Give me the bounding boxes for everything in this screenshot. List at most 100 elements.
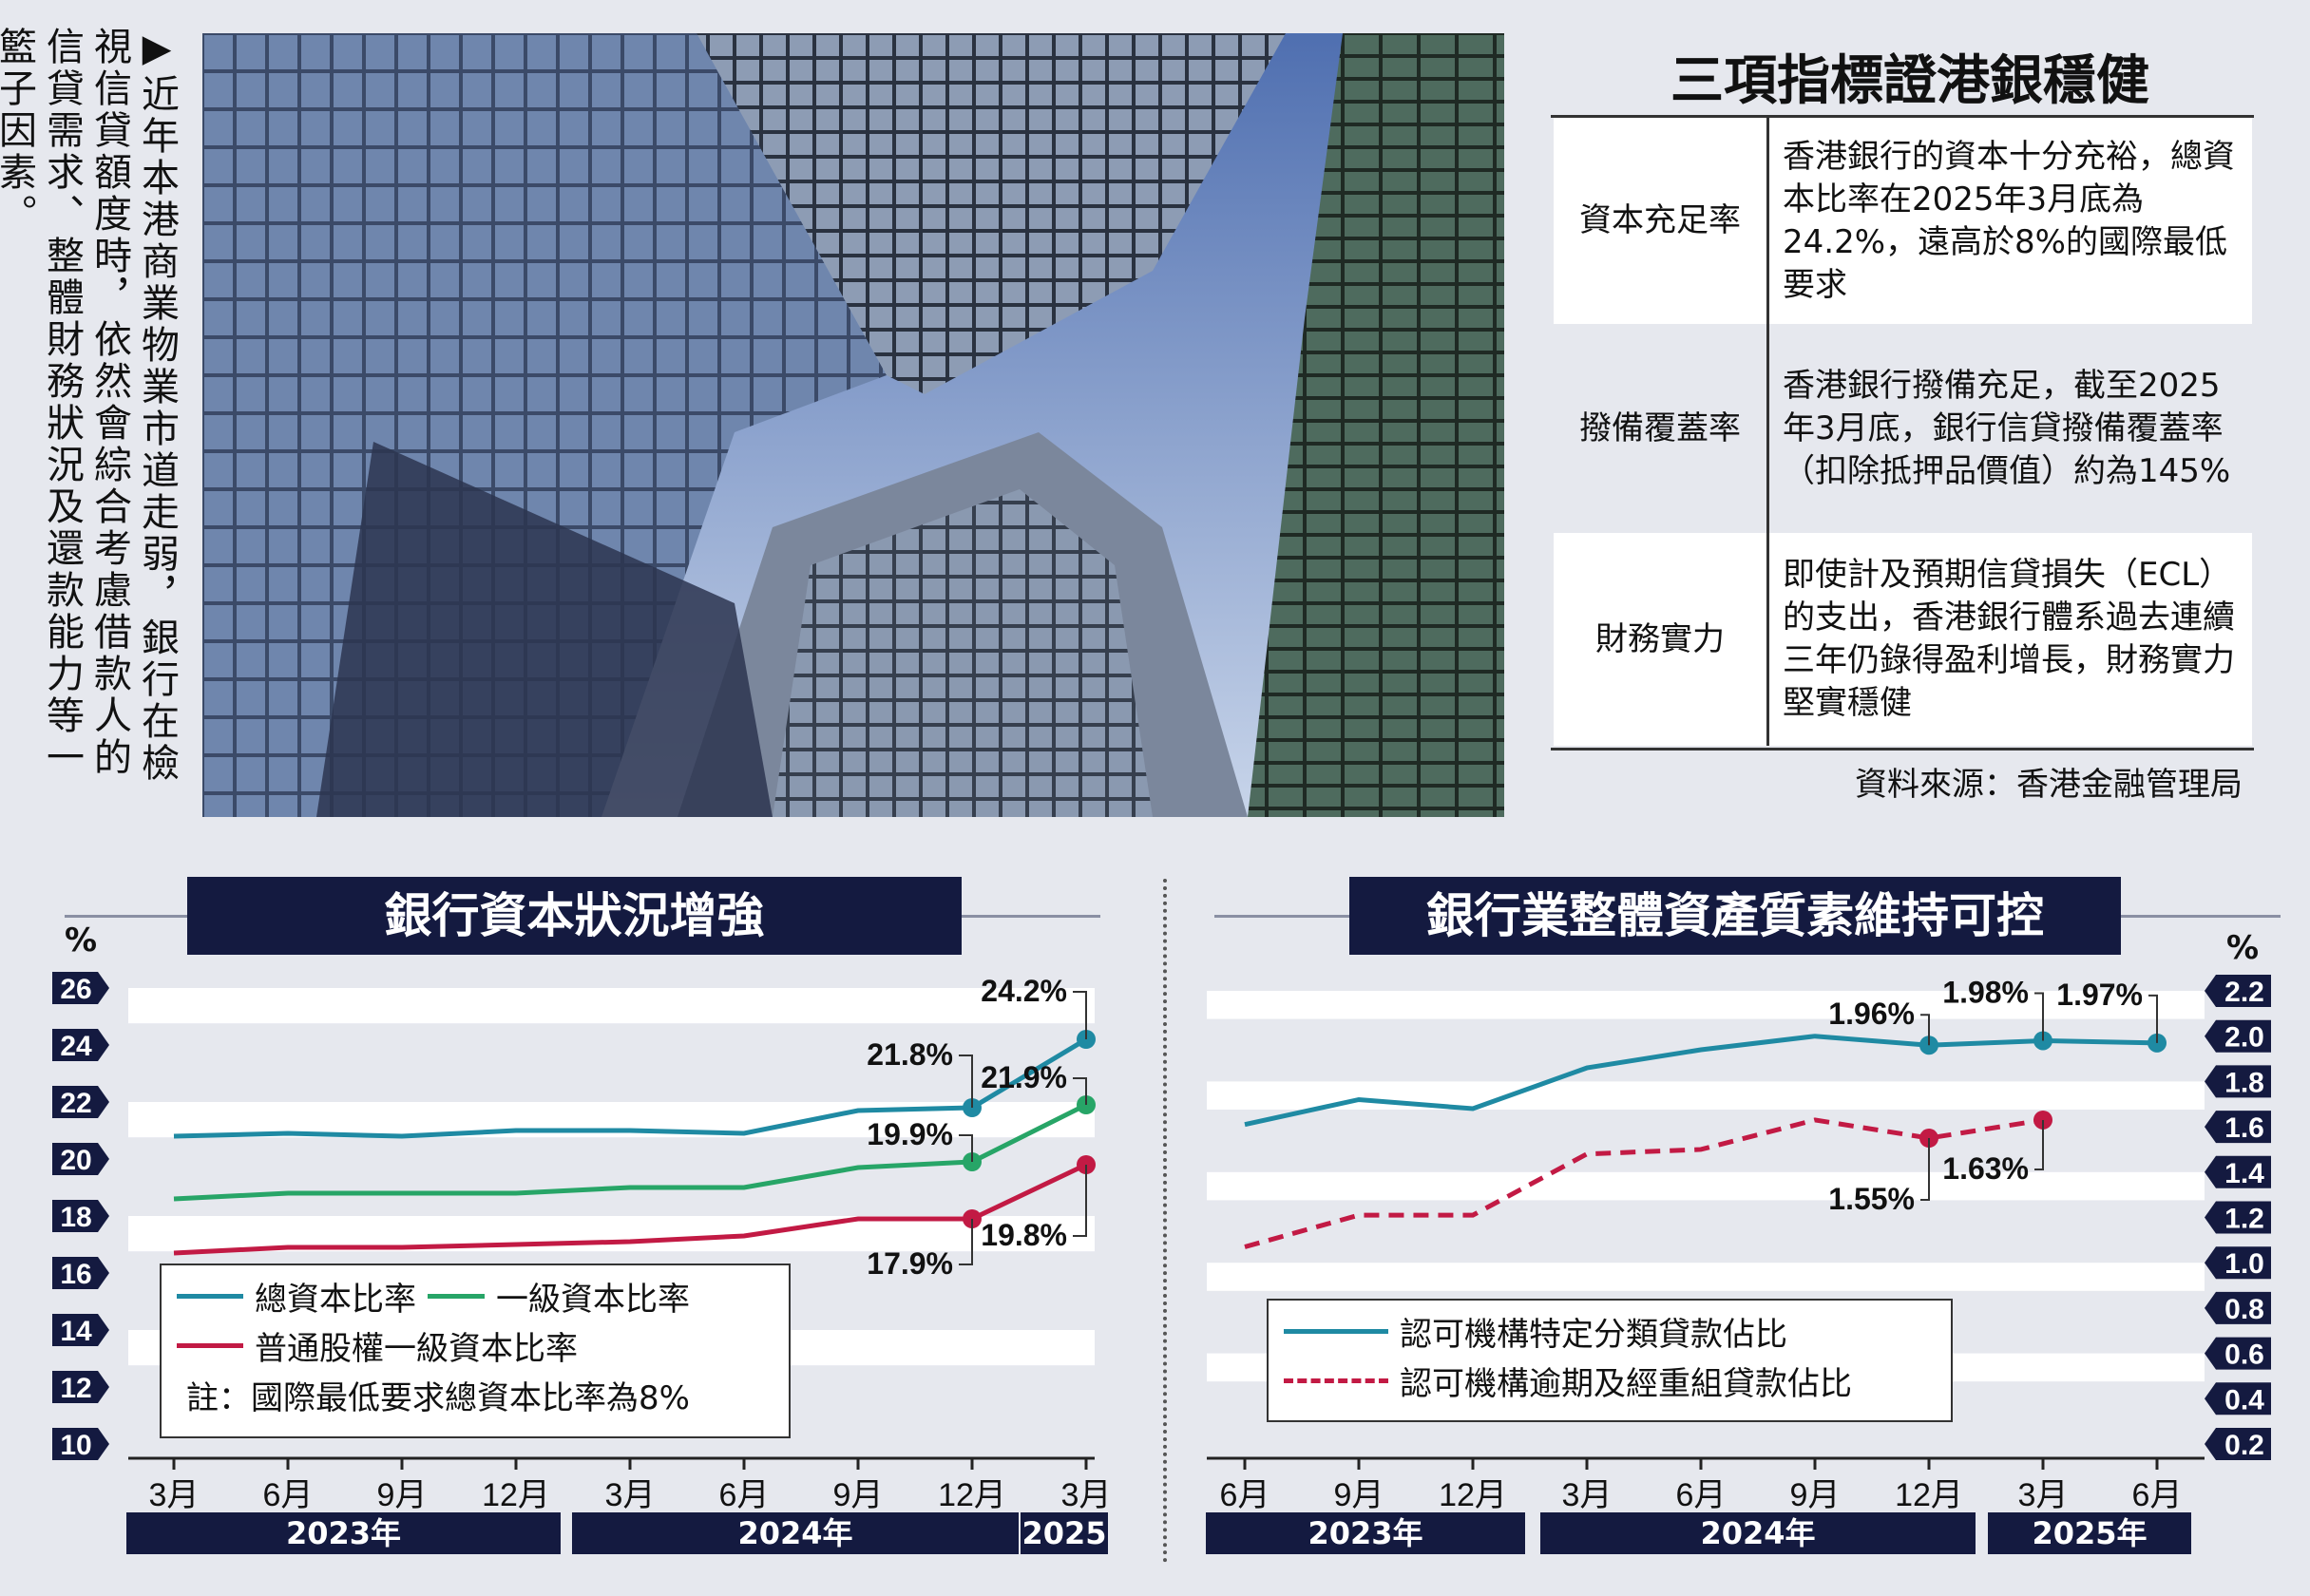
x-tick-label: 12月 bbox=[1895, 1477, 1963, 1513]
tick-marker bbox=[52, 1086, 109, 1118]
year-label: 2023年 bbox=[1206, 1512, 1525, 1554]
indicator-desc: 即使計及預期信貸損失（ECL）的支出，香港銀行體系過去連續三年仍錄得盈利增長，財… bbox=[1767, 533, 2252, 746]
y-tick: 2.2 bbox=[2205, 975, 2271, 1008]
legend-label: 認可機構特定分類貸款佔比 bbox=[1400, 1315, 1787, 1354]
y-tick: 18 bbox=[52, 1200, 109, 1233]
grid-band bbox=[1207, 1263, 2205, 1291]
y-tick-label: 0.6 bbox=[2224, 1340, 2264, 1371]
y-tick: 0.6 bbox=[2205, 1337, 2271, 1371]
y-tick-label: 0.2 bbox=[2224, 1430, 2264, 1461]
x-tick-label: 6月 bbox=[1676, 1477, 1727, 1513]
indicator-desc: 香港銀行的資本十分充裕，總資本比率在2025年3月底為24.2%，遠高於8%的國… bbox=[1767, 118, 2252, 324]
x-tick-label: 3月 bbox=[2018, 1477, 2069, 1513]
data-label: 21.9% bbox=[981, 1060, 1067, 1094]
legend-swatch bbox=[177, 1293, 243, 1299]
tick-marker bbox=[2205, 1155, 2271, 1188]
year-label: 2025年 bbox=[1988, 1512, 2191, 1554]
y-tick: 0.4 bbox=[2205, 1382, 2271, 1416]
chart-title: 銀行資本狀況增強 bbox=[187, 877, 962, 955]
y-tick-label: 12 bbox=[60, 1373, 91, 1404]
data-label: 19.8% bbox=[981, 1218, 1067, 1252]
label-leader bbox=[2034, 1119, 2044, 1170]
label-leader bbox=[959, 1054, 973, 1108]
y-tick-label: 22 bbox=[60, 1088, 91, 1119]
chart-legend: 總資本比率 一級資本比率 普通股權一級資本比率 註：國際最低要求總資本比率為8% bbox=[160, 1264, 791, 1438]
legend-swatch bbox=[1284, 1328, 1388, 1334]
y-tick-label: 16 bbox=[60, 1259, 91, 1290]
data-label: 1.98% bbox=[1942, 975, 2029, 1009]
tick-marker bbox=[2205, 1065, 2271, 1098]
y-tick-label: 10 bbox=[60, 1430, 91, 1461]
tick-marker bbox=[2205, 1428, 2271, 1460]
y-tick: 14 bbox=[52, 1314, 109, 1347]
tick-marker bbox=[2205, 1019, 2271, 1053]
tick-marker bbox=[52, 1428, 109, 1460]
y-axis-unit: % bbox=[2226, 929, 2260, 967]
y-tick-label: 1.6 bbox=[2224, 1112, 2264, 1144]
x-tick-label: 6月 bbox=[719, 1477, 770, 1513]
legend-row: 普通股權一級資本比率 bbox=[162, 1320, 789, 1370]
x-tick-label: 6月 bbox=[1220, 1477, 1270, 1513]
y-tick-label: 2.2 bbox=[2224, 977, 2264, 1008]
y-tick: 1.4 bbox=[2205, 1155, 2271, 1189]
y-tick-label: 0.8 bbox=[2224, 1294, 2264, 1325]
data-label: 1.63% bbox=[1942, 1151, 2029, 1186]
table-row: 財務實力 即使計及預期信貸損失（ECL）的支出，香港銀行體系過去連續三年仍錄得盈… bbox=[1554, 533, 2252, 746]
y-tick: 1.0 bbox=[2205, 1246, 2271, 1280]
data-label: 24.2% bbox=[981, 974, 1067, 1008]
y-tick: 2.0 bbox=[2205, 1019, 2271, 1054]
x-tick-label: 9月 bbox=[833, 1477, 884, 1513]
indicator-name: 資本充足率 bbox=[1554, 118, 1769, 324]
data-label: 1.97% bbox=[2056, 978, 2143, 1012]
y-tick-label: 18 bbox=[60, 1202, 91, 1233]
x-tick-label: 12月 bbox=[482, 1477, 550, 1513]
photo-caption: ▶近年本港商業物業市道走弱，銀行在檢視信貸額度時，依然會綜合考慮借款人的信貸需求… bbox=[0, 27, 179, 785]
data-label: 1.96% bbox=[1828, 997, 1915, 1031]
label-leader bbox=[2034, 992, 2044, 1041]
series-line-0 bbox=[1244, 1034, 2158, 1128]
legend-swatch bbox=[428, 1293, 485, 1299]
chart-legend: 認可機構特定分類貸款佔比 認可機構逾期及經重組貸款佔比 bbox=[1267, 1299, 1953, 1422]
grid-band bbox=[128, 988, 1095, 1024]
tick-marker bbox=[52, 1143, 109, 1175]
x-tick-label: 12月 bbox=[938, 1477, 1006, 1513]
x-tick-label: 6月 bbox=[263, 1477, 314, 1513]
y-tick: 10 bbox=[52, 1428, 109, 1461]
series-line-1 bbox=[173, 1102, 1088, 1202]
chart-title: 銀行業整體資產質素維持可控 bbox=[1349, 877, 2121, 955]
tick-marker bbox=[2205, 1337, 2271, 1370]
panel-divider bbox=[1163, 879, 1167, 1563]
y-tick: 1.8 bbox=[2205, 1065, 2271, 1098]
table-top-rule bbox=[1551, 115, 2254, 118]
label-leader bbox=[1073, 1165, 1087, 1237]
series-line-2 bbox=[173, 1162, 1088, 1256]
tick-marker bbox=[2205, 1291, 2271, 1324]
source-note: 資料來源：香港金融管理局 bbox=[1855, 766, 2243, 804]
y-tick: 1.6 bbox=[2205, 1111, 2271, 1144]
legend-row: 認可機構逾期及經重組貸款佔比 bbox=[1269, 1356, 1951, 1405]
chart-note: 註：國際最低要求總資本比率為8% bbox=[186, 1378, 690, 1417]
indicator-desc: 香港銀行撥備充足，截至2025年3月底，銀行信貸撥備覆蓋率（扣除抵押品價值）約為… bbox=[1767, 324, 2252, 533]
data-label: 17.9% bbox=[867, 1246, 953, 1281]
tick-marker bbox=[52, 972, 109, 1004]
label-leader bbox=[1920, 1014, 1930, 1046]
x-tick-label: 9月 bbox=[377, 1477, 428, 1513]
x-tick-label: 3月 bbox=[149, 1477, 200, 1513]
y-tick: 1.2 bbox=[2205, 1201, 2271, 1235]
y-tick: 0.8 bbox=[2205, 1291, 2271, 1325]
legend-label: 一級資本比率 bbox=[496, 1280, 690, 1319]
year-label: 2023年 bbox=[126, 1512, 561, 1554]
tick-marker bbox=[2205, 1111, 2271, 1144]
year-label: 2024年 bbox=[572, 1512, 1019, 1554]
y-tick: 26 bbox=[52, 972, 109, 1005]
year-label: 2024年 bbox=[1540, 1512, 1976, 1554]
table-row: 資本充足率 香港銀行的資本十分充裕，總資本比率在2025年3月底為24.2%，遠… bbox=[1554, 118, 2252, 324]
legend-swatch bbox=[177, 1342, 243, 1348]
legend-label: 認可機構逾期及經重組貸款佔比 bbox=[1400, 1364, 1852, 1403]
x-tick-label: 3月 bbox=[605, 1477, 656, 1513]
label-leader bbox=[1073, 1077, 1087, 1105]
info-title: 三項指標證港銀穩健 bbox=[1670, 50, 2149, 112]
tick-marker bbox=[2205, 975, 2271, 1007]
legend-row: 認可機構特定分類貸款佔比 bbox=[1269, 1306, 1951, 1356]
indicator-name: 撥備覆蓋率 bbox=[1554, 324, 1769, 533]
